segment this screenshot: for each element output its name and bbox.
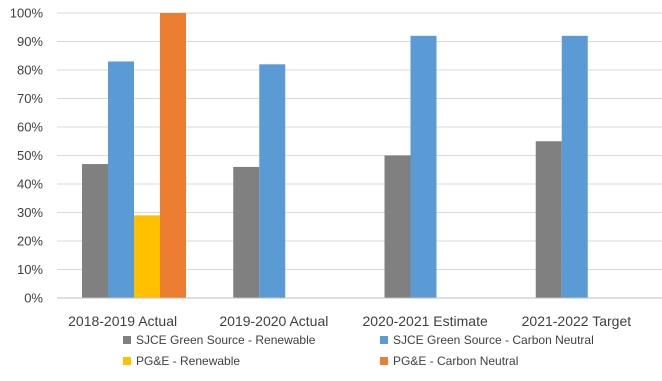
legend-item: SJCE Green Source - Renewable bbox=[123, 333, 316, 347]
y-tick-label: 70% bbox=[17, 91, 43, 106]
x-category-label: 2021-2022 Target bbox=[522, 313, 632, 329]
y-tick-label: 50% bbox=[17, 148, 43, 163]
y-tick-label: 80% bbox=[17, 63, 43, 78]
bar-1-3 bbox=[384, 155, 411, 298]
x-axis-category-labels: 2018-2019 Actual 2019-2020 Actual 2020-202… bbox=[68, 313, 631, 329]
bars bbox=[82, 13, 588, 299]
bar-4-1 bbox=[160, 13, 186, 298]
bar-2-4 bbox=[561, 35, 588, 299]
legend-label: SJCE Green Source - Carbon Neutral bbox=[393, 333, 594, 347]
legend-swatch bbox=[380, 336, 388, 344]
legend-swatch bbox=[380, 357, 388, 365]
y-tick-label: 10% bbox=[17, 262, 43, 277]
legend-item: PG&E - Carbon Neutral bbox=[380, 354, 518, 368]
bar-2-1 bbox=[108, 61, 134, 299]
bar-1-4 bbox=[535, 141, 562, 298]
y-tick-label: 90% bbox=[17, 34, 43, 49]
legend-swatch bbox=[123, 336, 131, 344]
legend-item: PG&E - Renewable bbox=[123, 354, 240, 368]
bar-2-3 bbox=[410, 35, 437, 299]
y-tick-label: 30% bbox=[17, 205, 43, 220]
y-tick-label: 0% bbox=[24, 291, 43, 306]
x-category-label: 2020-2021 Estimate bbox=[362, 313, 488, 329]
legend-label: SJCE Green Source - Renewable bbox=[136, 333, 316, 347]
bar-1-2 bbox=[233, 166, 260, 298]
legend: SJCE Green Source - Renewable SJCE Green … bbox=[123, 333, 594, 368]
bar-3-1 bbox=[134, 215, 160, 298]
legend-swatch bbox=[123, 357, 131, 365]
y-tick-label: 100% bbox=[10, 6, 44, 21]
y-tick-label: 20% bbox=[17, 234, 43, 249]
y-axis-tick-labels: 0% 10% 20% 30% 40% 50% 60% 70% 80% 90% 100% bbox=[10, 6, 44, 306]
legend-label: PG&E - Renewable bbox=[136, 354, 240, 368]
bar-2-2 bbox=[259, 64, 286, 298]
x-category-label: 2018-2019 Actual bbox=[68, 313, 177, 329]
legend-label: PG&E - Carbon Neutral bbox=[393, 354, 518, 368]
y-tick-label: 60% bbox=[17, 120, 43, 135]
y-tick-label: 40% bbox=[17, 177, 43, 192]
x-category-label: 2019-2020 Actual bbox=[219, 313, 328, 329]
legend-item: SJCE Green Source - Carbon Neutral bbox=[380, 333, 594, 347]
bar-1-1 bbox=[82, 164, 108, 298]
